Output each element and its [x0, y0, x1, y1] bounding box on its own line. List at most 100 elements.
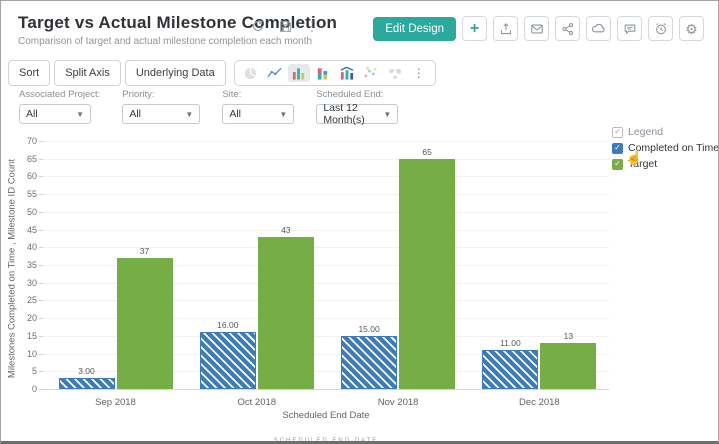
x-tick-label: Oct 2018: [237, 397, 277, 408]
save-icon[interactable]: [277, 18, 293, 34]
gridline: [43, 389, 609, 390]
y-tick-mark: [39, 371, 43, 373]
map-chart-icon[interactable]: [384, 64, 406, 82]
chevron-down-icon: ▼: [383, 109, 392, 119]
x-tick-label: Sep 2018: [95, 397, 136, 408]
gridline: [43, 265, 609, 266]
filter-site: Site: All ▼: [222, 89, 295, 124]
chevron-down-icon: ▼: [185, 109, 194, 119]
filter-label: Associated Project:: [19, 89, 101, 100]
y-tick-label: 45: [26, 224, 37, 235]
clipped-axis-caption: SCHEDULED END DATE: [273, 438, 379, 444]
schedule-icon[interactable]: [648, 16, 673, 41]
pie-chart-icon[interactable]: [240, 64, 262, 82]
settings-icon[interactable]: ⚙: [679, 16, 704, 41]
scatter-chart-icon[interactable]: [360, 64, 382, 82]
bar-value-label: 3.00: [78, 366, 95, 377]
chart-toolbar: Sort Split Axis Underlying Data: [8, 60, 436, 86]
y-axis-title: Milestones Completed on Time , Milestone…: [6, 158, 18, 379]
more-options-icon[interactable]: ⋮: [305, 18, 319, 34]
gridline: [43, 194, 609, 196]
y-tick-label: 65: [26, 153, 37, 164]
line-chart-icon[interactable]: [264, 64, 286, 82]
filter-scheduled-end: Scheduled End: Last 12 Month(s) ▼: [316, 89, 399, 126]
bar-value-label: 15.00: [358, 323, 380, 334]
comment-icon[interactable]: [617, 16, 642, 41]
gridline: [43, 282, 609, 284]
add-icon[interactable]: +: [462, 16, 487, 41]
chevron-down-icon: ▼: [279, 109, 288, 119]
select-value: All: [26, 108, 38, 120]
y-tick-mark: [39, 335, 43, 337]
scheduled-end-select[interactable]: Last 12 Month(s) ▼: [316, 102, 399, 126]
target-checkbox-icon[interactable]: ✓: [612, 158, 623, 170]
site-select[interactable]: All ▼: [222, 104, 295, 124]
gridline: [43, 371, 609, 373]
bar-completed-on-time[interactable]: [341, 335, 398, 389]
bar-target[interactable]: [257, 236, 314, 389]
y-tick-mark: [39, 211, 43, 213]
associated-project-select[interactable]: All ▼: [19, 104, 91, 124]
split-axis-button[interactable]: Split Axis: [54, 60, 121, 86]
completed-on-time-checkbox-icon[interactable]: ✓: [612, 142, 623, 154]
y-tick-label: 0: [31, 384, 37, 394]
gridline: [43, 229, 609, 231]
bar-value-label: 65: [422, 146, 432, 157]
more-chart-types-icon[interactable]: ⋮: [412, 66, 425, 80]
bar-target[interactable]: [116, 257, 173, 389]
refresh-icon[interactable]: [250, 18, 266, 34]
combo-chart-icon[interactable]: [336, 64, 358, 82]
gridline: [43, 176, 609, 178]
legend-item-completed-on-time[interactable]: ✓ Completed on Time: [612, 140, 718, 156]
underlying-data-button[interactable]: Underlying Data: [124, 60, 226, 86]
share-icon[interactable]: [555, 16, 580, 41]
publish-icon[interactable]: [586, 16, 611, 41]
filter-label: Scheduled End:: [316, 89, 384, 100]
filter-bar: Associated Project: All ▼ Priority: All …: [19, 89, 399, 126]
priority-select[interactable]: All ▼: [122, 104, 201, 124]
y-tick-label: 15: [26, 330, 37, 341]
export-icon[interactable]: [493, 16, 518, 41]
y-tick-mark: [39, 389, 43, 390]
bar-completed-on-time[interactable]: [199, 332, 256, 389]
gridline: [43, 353, 609, 355]
y-tick-mark: [39, 265, 43, 266]
bar-completed-on-time[interactable]: [482, 350, 539, 389]
y-tick-label: 35: [26, 260, 37, 270]
bar-value-label: 11.00: [500, 338, 521, 349]
gridline: [43, 247, 609, 249]
legend-checkbox-icon[interactable]: ✓: [612, 126, 623, 138]
legend-item-target[interactable]: ✓ Target: [612, 156, 716, 172]
y-tick-mark: [39, 158, 43, 160]
bar-value-label: 37: [139, 245, 150, 256]
bar-target[interactable]: [540, 342, 597, 389]
y-tick-label: 25: [26, 295, 37, 306]
email-icon[interactable]: [524, 16, 549, 41]
sort-button[interactable]: Sort: [8, 60, 51, 86]
bar-chart-icon[interactable]: [287, 64, 310, 82]
y-tick-label: 55: [26, 189, 37, 200]
y-tick-mark: [39, 176, 43, 178]
page-title: Target vs Actual Milestone Completion: [18, 13, 338, 32]
edit-design-button[interactable]: Edit Design: [373, 16, 456, 41]
gridline: [43, 211, 609, 213]
y-tick-label: 5: [31, 366, 37, 377]
legend-toggle[interactable]: ✓ Legend: [612, 124, 716, 140]
x-axis-title: Scheduled End Date: [282, 410, 370, 421]
bar-completed-on-time[interactable]: [58, 378, 115, 389]
chart-type-switcher: ⋮: [233, 60, 436, 86]
y-tick-mark: [39, 229, 43, 231]
gridline: [43, 158, 609, 160]
y-tick-label: 30: [26, 277, 37, 288]
y-tick-mark: [39, 300, 43, 302]
x-tick-label: Nov 2018: [377, 397, 419, 408]
legend-item-label: Target: [628, 158, 658, 170]
bar-target[interactable]: [399, 158, 456, 389]
y-tick-label: 60: [26, 171, 37, 182]
stacked-bar-chart-icon[interactable]: [312, 64, 334, 82]
select-value: All: [129, 108, 141, 120]
bar-value-label: 13: [563, 330, 574, 341]
chart-legend: ✓ Legend ✓ Completed on Time ✓ Target ☝: [612, 124, 718, 172]
